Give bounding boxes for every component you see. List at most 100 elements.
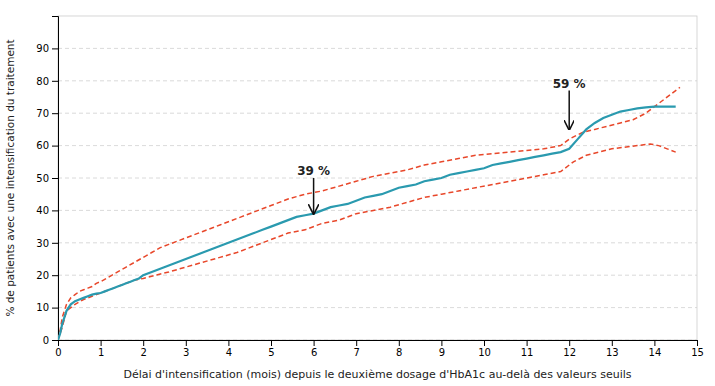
tick-label: 6 bbox=[311, 347, 317, 358]
tick: 7 bbox=[354, 340, 360, 358]
tick-mark bbox=[484, 340, 485, 346]
tick-label: 30 bbox=[36, 238, 49, 249]
series-group bbox=[58, 87, 680, 340]
grid-line bbox=[58, 80, 697, 81]
tick-mark bbox=[52, 210, 58, 211]
tick: 60 bbox=[36, 140, 58, 151]
tick-label: 60 bbox=[36, 140, 49, 151]
tick-mark bbox=[52, 81, 58, 82]
tick: 8 bbox=[396, 340, 402, 358]
annotation-text: 59 % bbox=[553, 77, 586, 91]
tick-label: 40 bbox=[36, 205, 49, 216]
tick-mark bbox=[527, 340, 528, 346]
tick-mark bbox=[52, 243, 58, 244]
tick-label: 8 bbox=[396, 347, 402, 358]
y-axis: 0 10 20 30 40 50 60 70 80 90 bbox=[36, 17, 58, 346]
tick-mark bbox=[52, 48, 58, 49]
tick-mark bbox=[314, 340, 315, 346]
tick: 10 bbox=[478, 340, 491, 358]
tick-label: 0 bbox=[55, 347, 61, 358]
tick: 6 bbox=[311, 340, 317, 358]
tick-mark bbox=[52, 178, 58, 179]
tick-mark bbox=[143, 340, 144, 346]
annotations: 39 % 59 % bbox=[297, 77, 586, 214]
tick: 1 bbox=[98, 340, 104, 358]
axis-line bbox=[52, 17, 59, 341]
tick-label: 5 bbox=[268, 347, 274, 358]
tick-mark bbox=[441, 340, 442, 346]
tick: 0 bbox=[55, 340, 61, 358]
grid-line bbox=[58, 307, 697, 308]
tick-label: 3 bbox=[183, 347, 189, 358]
tick-label: 15 bbox=[691, 347, 704, 358]
tick-mark bbox=[52, 340, 58, 341]
y-axis-label: % de patients avec une intensification d… bbox=[4, 39, 16, 316]
tick-label: 10 bbox=[478, 347, 491, 358]
annotation-arrow bbox=[568, 91, 570, 130]
tick-label: 1 bbox=[98, 347, 104, 358]
tick-mark bbox=[101, 340, 102, 346]
annotation-arrow bbox=[313, 178, 315, 214]
tick: 80 bbox=[36, 76, 58, 87]
tick-label: 12 bbox=[563, 347, 576, 358]
tick-label: 20 bbox=[36, 270, 49, 281]
tick-label: 7 bbox=[354, 347, 360, 358]
axis-line bbox=[59, 341, 698, 347]
tick-mark bbox=[186, 340, 187, 346]
tick-mark bbox=[399, 340, 400, 346]
annotation-text: 39 % bbox=[297, 164, 330, 178]
tick: 50 bbox=[36, 173, 58, 184]
plot-area: 0123456789101112131415010203040506070809… bbox=[36, 16, 704, 358]
tick-mark bbox=[654, 340, 655, 346]
tick: 13 bbox=[606, 340, 619, 358]
tick-label: 0 bbox=[43, 335, 49, 346]
grid-line bbox=[58, 178, 697, 179]
grid-line bbox=[58, 113, 697, 114]
tick-label: 80 bbox=[36, 76, 49, 87]
tick: 12 bbox=[563, 340, 576, 358]
grid-line bbox=[58, 275, 697, 276]
tick: 30 bbox=[36, 238, 58, 249]
tick-label: 10 bbox=[36, 302, 49, 313]
tick-label: 9 bbox=[439, 347, 445, 358]
grid-line bbox=[58, 210, 697, 211]
tick: 4 bbox=[226, 340, 232, 358]
tick: 70 bbox=[36, 108, 58, 119]
line bbox=[58, 107, 676, 340]
plot-frame bbox=[58, 16, 697, 340]
line bbox=[58, 87, 680, 340]
tick: 11 bbox=[521, 340, 534, 358]
tick-label: 2 bbox=[141, 347, 147, 358]
tick: 2 bbox=[141, 340, 147, 358]
tick-mark bbox=[271, 340, 272, 346]
grid-line bbox=[58, 145, 697, 146]
tick: 9 bbox=[439, 340, 445, 358]
grid-line bbox=[58, 48, 697, 49]
grid bbox=[58, 48, 697, 340]
tick: 40 bbox=[36, 205, 58, 216]
tick-label: 4 bbox=[226, 347, 232, 358]
tick-mark bbox=[52, 113, 58, 114]
tick: 90 bbox=[36, 43, 58, 54]
tick-mark bbox=[52, 275, 58, 276]
tick: 5 bbox=[268, 340, 274, 358]
line bbox=[58, 144, 676, 340]
tick-label: 70 bbox=[36, 108, 49, 119]
x-axis: 0123456789101112131415 bbox=[55, 340, 704, 358]
tick-label: 13 bbox=[606, 347, 619, 358]
tick-label: 11 bbox=[521, 347, 534, 358]
tick: 14 bbox=[649, 340, 662, 358]
tick-mark bbox=[228, 340, 229, 346]
x-axis-label: Délai d'intensification (mois) depuis le… bbox=[124, 368, 632, 381]
tick-mark bbox=[569, 340, 570, 346]
tick-mark bbox=[697, 340, 698, 346]
grid-line bbox=[58, 242, 697, 243]
chart: 0123456789101112131415010203040506070809… bbox=[0, 0, 715, 386]
tick-label: 90 bbox=[36, 43, 49, 54]
tick-mark bbox=[52, 308, 58, 309]
tick: 0 bbox=[43, 335, 58, 346]
tick-mark bbox=[356, 340, 357, 346]
tick-mark bbox=[52, 146, 58, 147]
tick-label: 14 bbox=[649, 347, 662, 358]
tick: 15 bbox=[691, 340, 704, 358]
